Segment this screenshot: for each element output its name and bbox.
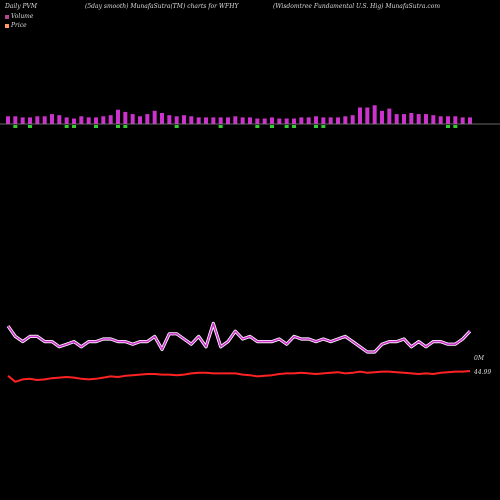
volume-bar xyxy=(20,117,25,124)
volume-bar xyxy=(431,115,436,124)
volume-bar xyxy=(262,118,267,124)
price-line xyxy=(7,370,471,383)
volume-bar xyxy=(13,116,18,124)
volume-bar xyxy=(270,117,274,124)
volume-bar xyxy=(72,118,76,124)
volume-bar xyxy=(94,117,98,124)
volume-bar xyxy=(446,116,450,124)
volume-bar xyxy=(42,116,47,124)
volume-bar xyxy=(416,114,421,124)
volume-bar xyxy=(394,114,399,124)
volume-bar xyxy=(402,114,406,124)
volume-bar-down-marker xyxy=(64,125,69,128)
volume-bar-down-marker xyxy=(453,125,458,128)
volume-bar xyxy=(314,116,318,124)
volume-bar-down-marker xyxy=(270,125,274,128)
volume-bar xyxy=(372,105,377,124)
volume-bar-down-marker xyxy=(174,125,179,128)
volume-bar xyxy=(350,115,355,124)
volume-bar xyxy=(387,108,392,124)
series-lines xyxy=(6,321,472,383)
volume-bar-down-marker xyxy=(446,125,450,128)
volume-bar xyxy=(233,116,238,124)
volume-bar-down-marker xyxy=(292,125,296,128)
volume-end-label: 0M xyxy=(474,355,485,362)
volume-bar xyxy=(321,117,326,124)
volume-bar xyxy=(255,118,260,124)
volume-bar xyxy=(57,115,62,124)
volume-bar xyxy=(365,107,370,124)
volume-bar xyxy=(343,116,348,124)
volume-line-glow xyxy=(6,321,472,354)
volume-bar xyxy=(424,114,428,124)
legend-volume-swatch xyxy=(5,14,9,19)
volume-bar xyxy=(453,116,458,124)
chart-title-left: Daily PVM xyxy=(5,3,38,10)
volume-bar xyxy=(409,113,414,124)
volume-bar xyxy=(189,116,194,124)
volume-bar-down-marker xyxy=(116,125,120,128)
volume-bar xyxy=(299,117,304,124)
volume-bar xyxy=(277,118,282,124)
volume-bar xyxy=(460,117,465,124)
volume-bar xyxy=(182,115,186,124)
volume-bar xyxy=(292,118,296,124)
volume-bar xyxy=(284,118,289,124)
volume-bar-down-marker xyxy=(72,125,76,128)
volume-bar-down-marker xyxy=(218,125,223,128)
volume-bar xyxy=(167,115,172,124)
volume-bar xyxy=(35,116,40,124)
volume-bar xyxy=(138,116,142,124)
volume-bar xyxy=(336,117,340,124)
price-end-label: 44.99 xyxy=(473,369,491,376)
legend-price-label: Price xyxy=(11,22,27,29)
chart-title-mid: (5day smooth) MunafaSutra(TM) charts for… xyxy=(85,3,239,10)
volume-bar xyxy=(218,117,223,124)
volume-bar xyxy=(240,117,245,124)
volume-bar xyxy=(123,111,128,124)
volume-bar xyxy=(116,109,120,124)
chart-title-right: (Wisdomtree Fundamental U.S. Hig) Munafa… xyxy=(273,3,441,10)
volume-bar-down-marker xyxy=(123,125,128,128)
legend-price: Price xyxy=(5,22,27,29)
volume-bar xyxy=(86,117,91,124)
volume-bar xyxy=(50,114,54,124)
volume-bar xyxy=(145,114,150,124)
volume-bar xyxy=(101,116,106,124)
volume-bar xyxy=(6,116,10,124)
volume-bar-down-marker xyxy=(314,125,318,128)
volume-bar xyxy=(79,116,84,124)
legend-price-swatch xyxy=(5,23,9,28)
volume-bar xyxy=(204,117,208,124)
volume-bar xyxy=(108,115,113,124)
volume-bar xyxy=(174,116,179,124)
volume-bar xyxy=(152,110,157,124)
volume-bar xyxy=(211,117,216,124)
legend-volume-label: Volume xyxy=(11,13,34,20)
volume-bar-down-marker xyxy=(255,125,260,128)
volume-bar xyxy=(438,116,443,124)
volume-bar xyxy=(468,117,472,124)
volume-bar-down-marker xyxy=(94,125,98,128)
volume-bar xyxy=(306,117,311,124)
volume-bar xyxy=(328,117,333,124)
volume-bar xyxy=(64,117,69,124)
volume-bar xyxy=(358,107,362,124)
volume-bar xyxy=(226,117,230,124)
volume-bar xyxy=(160,113,164,124)
legend-volume: Volume xyxy=(5,13,33,20)
volume-bar xyxy=(130,114,135,124)
volume-bars xyxy=(6,105,472,128)
volume-bar-down-marker xyxy=(321,125,326,128)
volume-bar-down-marker xyxy=(13,125,18,128)
volume-line xyxy=(7,322,471,353)
volume-bar-down-marker xyxy=(284,125,289,128)
volume-bar xyxy=(28,117,32,124)
volume-bar xyxy=(196,117,201,124)
volume-bar xyxy=(380,110,384,124)
volume-bar-down-marker xyxy=(28,125,32,128)
volume-bar xyxy=(248,117,252,124)
